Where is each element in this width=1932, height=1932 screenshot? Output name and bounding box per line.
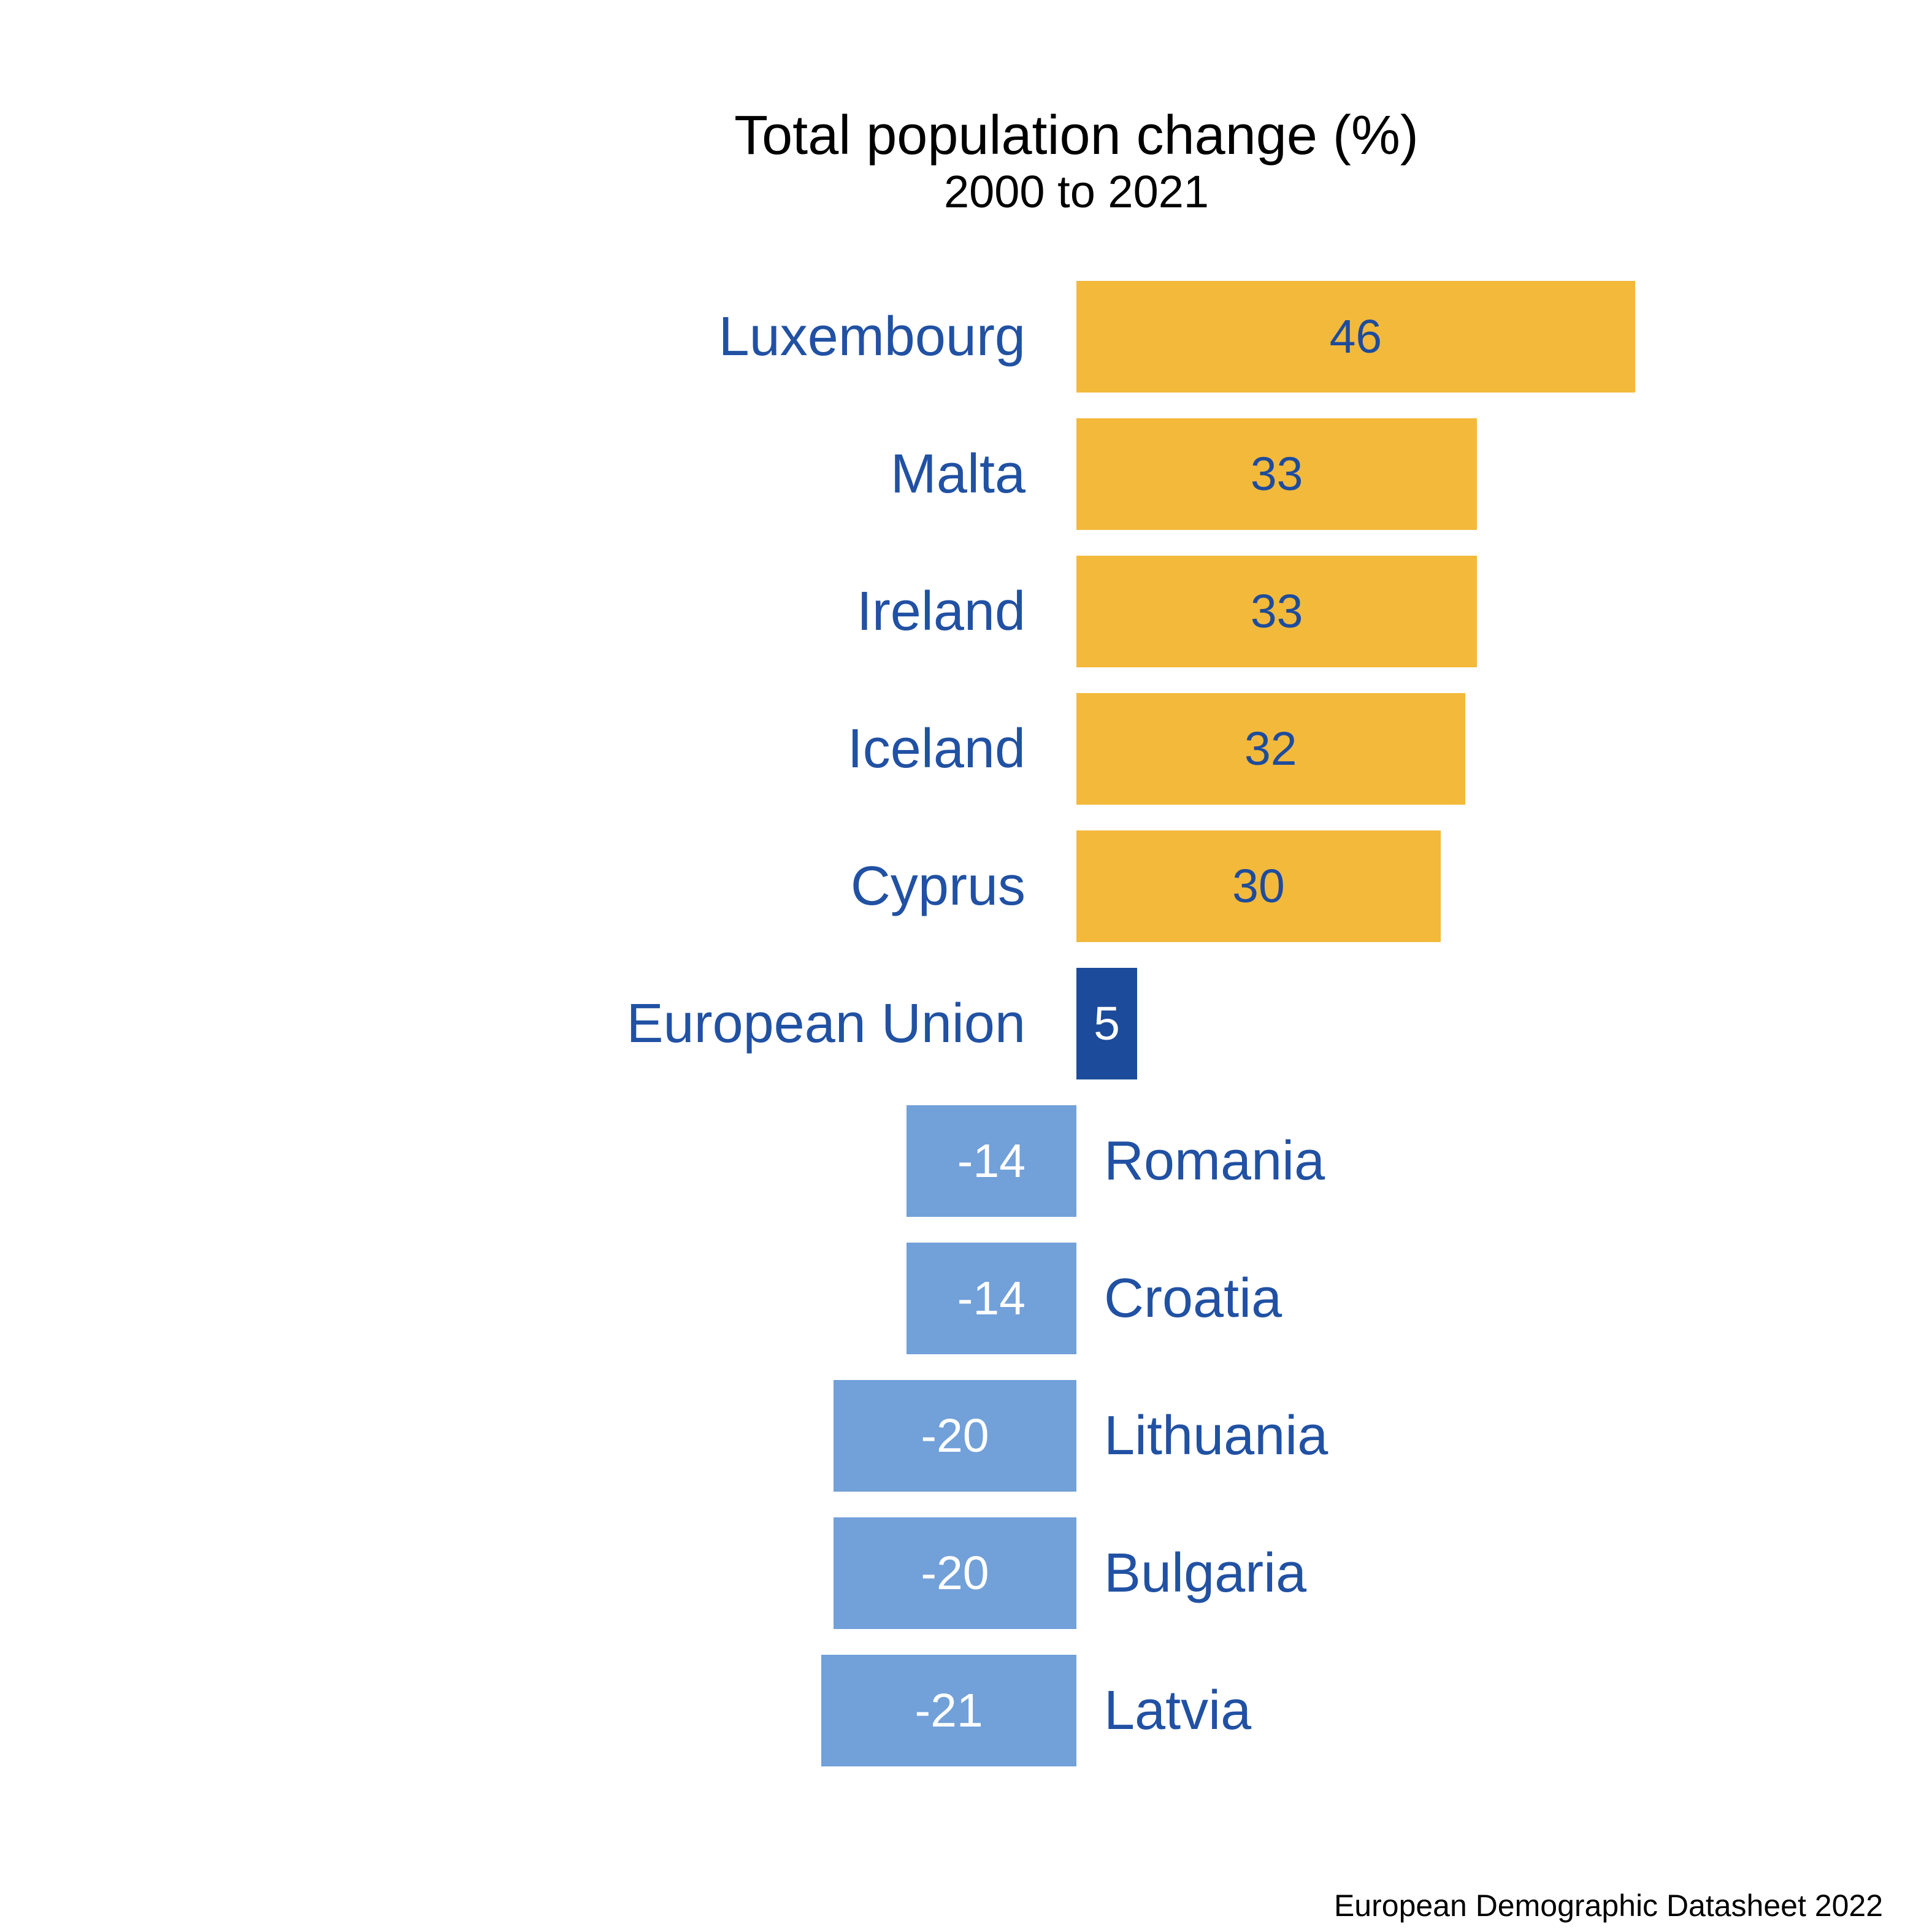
value-label-latvia: -21 bbox=[914, 1684, 983, 1737]
value-label-croatia: -14 bbox=[957, 1272, 1026, 1325]
bar-cyprus: 30 bbox=[1076, 830, 1441, 942]
category-label-iceland: Iceland bbox=[847, 718, 1025, 780]
bar-european-union: 5 bbox=[1076, 968, 1137, 1079]
value-label-bulgaria: -20 bbox=[921, 1547, 989, 1600]
value-label-romania: -14 bbox=[957, 1135, 1026, 1187]
category-label-cyprus: Cyprus bbox=[850, 856, 1025, 917]
source-credit: European Demographic Datasheet 2022 bbox=[1333, 1888, 1883, 1923]
bar-malta: 33 bbox=[1076, 418, 1478, 530]
value-label-european-union: 5 bbox=[1094, 997, 1120, 1050]
value-label-iceland: 32 bbox=[1244, 723, 1297, 775]
value-label-malta: 33 bbox=[1250, 448, 1303, 500]
value-label-ireland: 33 bbox=[1250, 585, 1303, 638]
category-label-croatia: Croatia bbox=[1104, 1268, 1282, 1329]
category-label-lithuania: Lithuania bbox=[1104, 1405, 1328, 1466]
category-label-malta: Malta bbox=[890, 443, 1025, 505]
bar-bulgaria: -20 bbox=[834, 1517, 1076, 1629]
bar-latvia: -21 bbox=[821, 1655, 1076, 1766]
category-label-ireland: Ireland bbox=[856, 581, 1025, 642]
value-label-luxembourg: 46 bbox=[1329, 310, 1382, 363]
value-label-lithuania: -20 bbox=[921, 1409, 989, 1462]
bar-ireland: 33 bbox=[1076, 556, 1478, 667]
bar-romania: -14 bbox=[906, 1105, 1076, 1217]
value-label-cyprus: 30 bbox=[1232, 860, 1285, 913]
bar-croatia: -14 bbox=[906, 1243, 1076, 1354]
category-label-luxembourg: Luxembourg bbox=[718, 306, 1025, 367]
bar-luxembourg: 46 bbox=[1076, 281, 1635, 393]
category-label-bulgaria: Bulgaria bbox=[1104, 1543, 1307, 1604]
chart-title: Total population change (%) bbox=[734, 105, 1419, 166]
bar-lithuania: -20 bbox=[834, 1380, 1076, 1492]
category-label-romania: Romania bbox=[1104, 1130, 1325, 1192]
bar-iceland: 32 bbox=[1076, 693, 1465, 805]
chart-subtitle: 2000 to 2021 bbox=[943, 166, 1209, 217]
category-label-latvia: Latvia bbox=[1104, 1680, 1252, 1741]
category-label-european-union: European Union bbox=[626, 993, 1025, 1054]
